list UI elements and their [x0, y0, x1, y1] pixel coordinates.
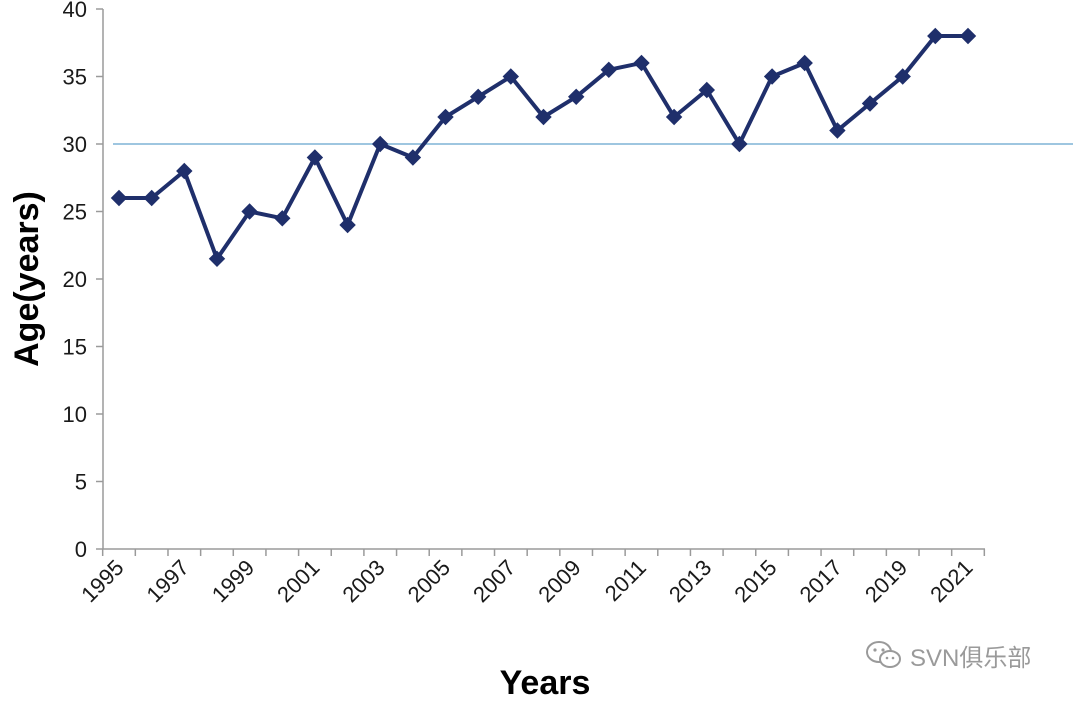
y-tick-label: 0 [75, 537, 87, 562]
data-point [763, 68, 781, 85]
x-tick-label: 2007 [468, 555, 520, 607]
data-point [143, 189, 160, 207]
y-tick-label: 15 [63, 335, 87, 360]
series-layer [110, 27, 977, 268]
data-point [306, 149, 324, 166]
x-tick-label: 2015 [729, 555, 781, 607]
data-point [437, 108, 454, 126]
data-point [176, 162, 193, 180]
watermark-text: SVN俱乐部 [910, 644, 1032, 672]
wechat-icon [866, 641, 901, 668]
x-tick-label: 1999 [207, 555, 259, 607]
watermark: SVN俱乐部 [864, 636, 1031, 674]
data-point [927, 27, 944, 45]
x-tick-label: 2009 [533, 555, 585, 607]
data-point [535, 108, 552, 126]
series-line [119, 34, 968, 261]
data-point [665, 108, 683, 126]
data-point [894, 68, 911, 85]
y-tick-label: 25 [63, 200, 87, 225]
data-point [829, 122, 846, 139]
data-point [796, 54, 813, 72]
axes-layer [96, 8, 986, 556]
data-point [731, 135, 748, 153]
data-point [110, 189, 128, 207]
data-point [404, 149, 422, 166]
data-point [959, 27, 977, 45]
data-point [208, 250, 226, 268]
data-point [469, 88, 487, 106]
data-point [633, 54, 650, 72]
x-tick-label: 2013 [664, 555, 716, 607]
y-tick-labels: 0 5 10 15 20 25 30 35 40 [63, 0, 87, 562]
data-point [600, 61, 618, 79]
x-tick-label: 2011 [600, 555, 651, 606]
data-point [241, 203, 258, 220]
data-point [371, 135, 389, 153]
y-tick-label: 10 [63, 402, 87, 427]
y-tick-label: 40 [63, 0, 87, 22]
x-tick-label: 2005 [403, 555, 455, 607]
data-point [698, 81, 716, 99]
data-point [274, 210, 291, 227]
x-tick-label: 2003 [337, 555, 389, 607]
x-axis-title: Years [500, 664, 591, 701]
y-tick-label: 5 [75, 470, 87, 495]
data-point [567, 88, 585, 106]
x-tick-labels: 1995 1997 1999 2001 2003 2005 2007 2009 2011 2013… [76, 555, 977, 607]
data-point [861, 95, 879, 112]
data-point [339, 216, 356, 234]
x-tick-label: 2021 [925, 555, 977, 607]
x-tick-label: 2001 [272, 555, 324, 607]
x-tick-label: 2017 [795, 555, 847, 607]
data-point [502, 68, 520, 85]
y-tick-label: 35 [63, 65, 87, 90]
x-tick-label: 2019 [860, 555, 912, 607]
x-tick-label: 1995 [76, 555, 128, 607]
y-tick-label: 20 [63, 267, 87, 292]
x-tick-label: 1997 [142, 555, 194, 607]
y-tick-label: 30 [63, 132, 87, 157]
y-axis-title: Age(years) [8, 191, 46, 367]
